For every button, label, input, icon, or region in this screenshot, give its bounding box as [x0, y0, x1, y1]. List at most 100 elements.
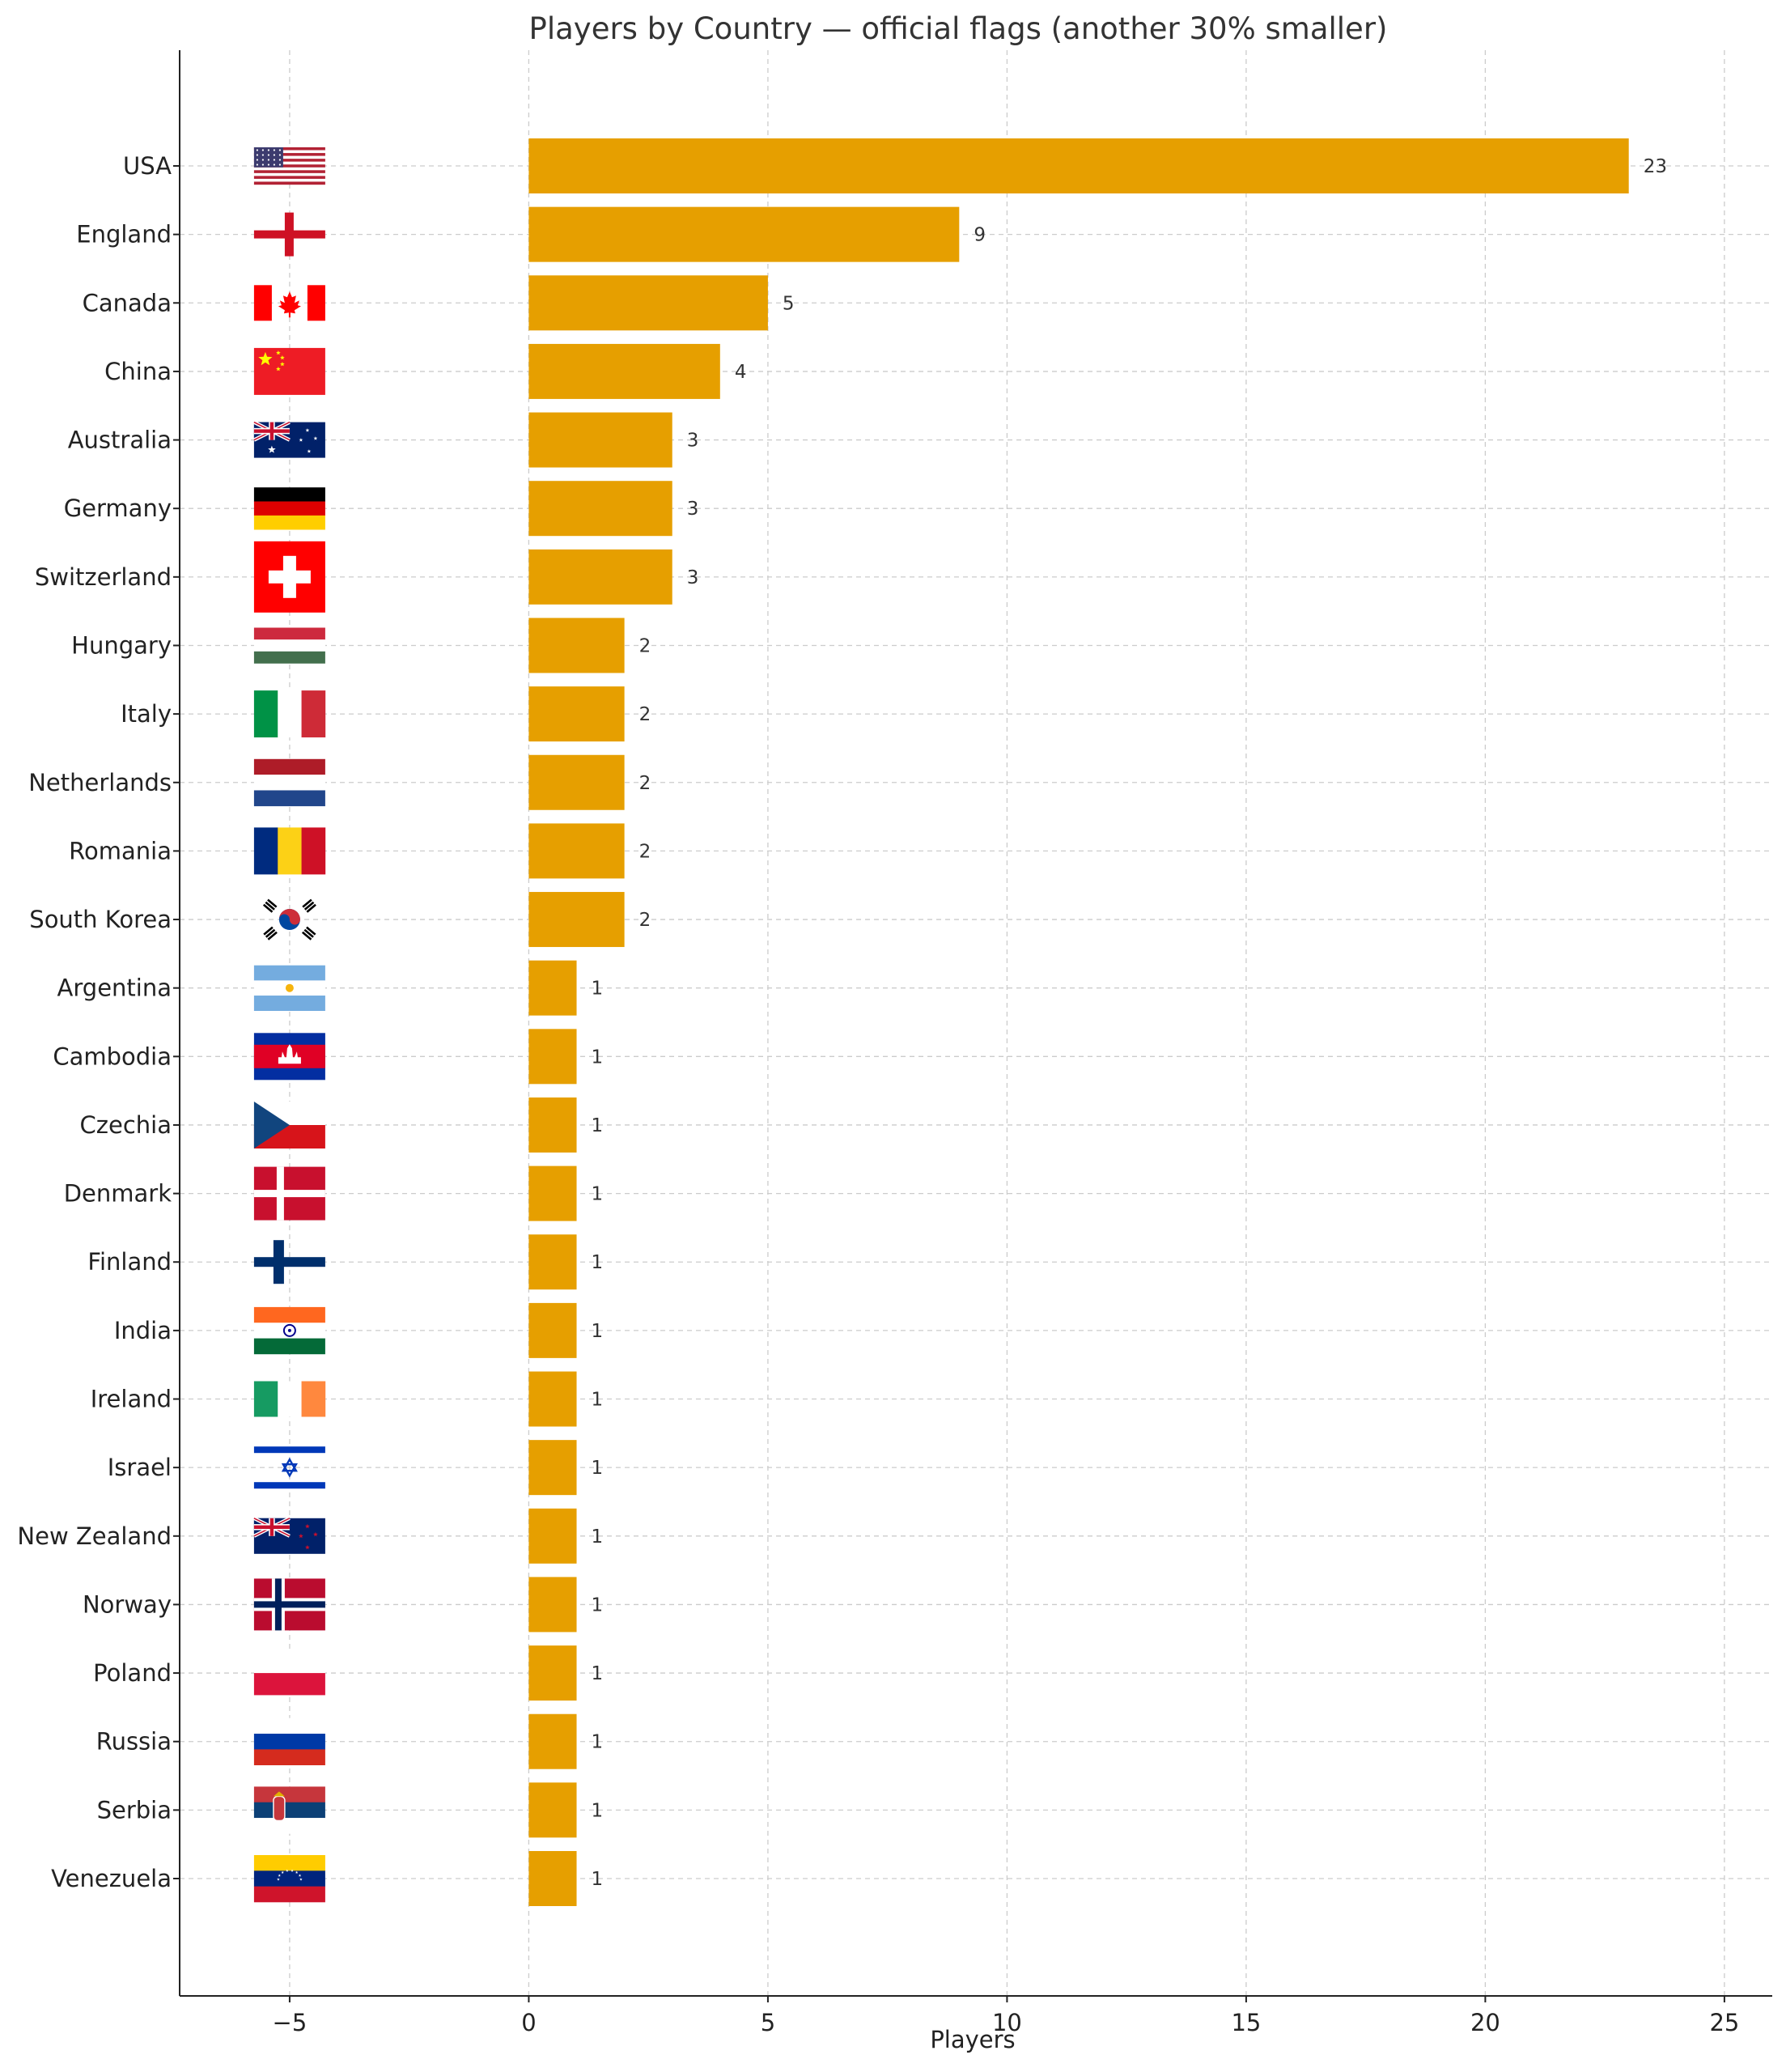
- y-tick-label: Germany: [64, 495, 172, 522]
- y-tick-label: Finland: [87, 1248, 172, 1276]
- bar-cambodia: [528, 1029, 577, 1085]
- y-tick-label: Czechia: [80, 1111, 172, 1139]
- value-label-south-korea: 2: [639, 910, 651, 931]
- y-tick-label: Serbia: [97, 1796, 172, 1824]
- y-tick-label: Switzerland: [35, 563, 172, 591]
- italy-flag-icon: [253, 690, 326, 738]
- y-tick-label: England: [76, 221, 172, 248]
- value-label-netherlands: 2: [639, 773, 651, 794]
- ireland-flag-icon: [253, 1381, 326, 1417]
- axes: −5 0 5 10 15 20 25USAEnglandCanadaChinaAustral…: [17, 50, 1772, 2036]
- bar-india: [528, 1302, 577, 1358]
- bar-canada: [528, 275, 768, 331]
- india-flag-icon: [253, 1306, 325, 1355]
- bar-denmark: [528, 1166, 577, 1221]
- value-label-russia: 1: [592, 1732, 604, 1753]
- y-tick-label: China: [104, 358, 172, 385]
- y-tick-label: Poland: [93, 1659, 172, 1687]
- value-label-romania: 2: [639, 841, 651, 862]
- bar-england: [528, 206, 960, 262]
- bar-poland: [528, 1645, 577, 1701]
- x-tick-label: 15: [1231, 2009, 1261, 2036]
- germany-flag-icon: [253, 487, 325, 530]
- bar-venezuela: [528, 1851, 577, 1906]
- bars: [528, 138, 1629, 1906]
- y-tick-label: Netherlands: [28, 769, 172, 796]
- bar-serbia: [528, 1782, 577, 1838]
- value-label-israel: 1: [592, 1458, 604, 1479]
- y-tick-label: USA: [123, 152, 172, 180]
- finland-flag-icon: [253, 1240, 325, 1284]
- value-label-italy: 2: [639, 704, 651, 725]
- canada-flag-icon: [253, 285, 325, 321]
- y-tick-label: Hungary: [71, 631, 172, 659]
- value-labels: 23 9 5 4 3 3 3 2 2 2 2 2 1 1 1 1 1 1 1 1 1 1 1 1 1 1: [592, 156, 1667, 1890]
- value-label-china: 4: [735, 362, 747, 383]
- us-flag-icon: [253, 147, 325, 185]
- hungary-flag-icon: [253, 627, 325, 664]
- value-label-poland: 1: [592, 1663, 604, 1684]
- switzerland-flag-icon: [253, 541, 325, 613]
- value-label-germany: 3: [687, 499, 699, 520]
- denmark-flag-icon: [253, 1166, 325, 1221]
- bar-new-zealand: [528, 1508, 577, 1564]
- y-tick-label: New Zealand: [17, 1522, 172, 1550]
- x-tick-label: 10: [992, 2009, 1022, 2036]
- bar-netherlands: [528, 754, 625, 810]
- value-label-serbia: 1: [592, 1800, 604, 1821]
- value-label-canada: 5: [783, 293, 795, 314]
- cambodia-flag-icon: [253, 1033, 325, 1081]
- russia-flag-icon: [253, 1717, 325, 1765]
- x-tick-label: 0: [521, 2009, 536, 2036]
- value-label-india: 1: [592, 1321, 604, 1342]
- y-tick-label: Venezuela: [51, 1865, 172, 1892]
- x-tick-label: 25: [1709, 2009, 1739, 2036]
- czechia-flag-icon: [253, 1102, 325, 1149]
- x-axis-label: Players: [930, 2026, 1015, 2053]
- venezuela-flag-icon: [253, 1855, 325, 1903]
- bar-switzerland: [528, 549, 672, 605]
- y-tick-label: Russia: [96, 1728, 172, 1756]
- bar-israel: [528, 1440, 577, 1496]
- value-label-usa: 23: [1644, 156, 1667, 177]
- y-tick-label: Argentina: [57, 974, 172, 1002]
- norway-flag-icon: [253, 1578, 325, 1631]
- bar-germany: [528, 481, 672, 537]
- flag-markers: [252, 147, 326, 1903]
- bar-finland: [528, 1234, 577, 1290]
- bar-romania: [528, 823, 625, 879]
- england-flag-icon: [253, 212, 325, 257]
- bar-italy: [528, 686, 625, 742]
- value-label-czechia: 1: [592, 1115, 604, 1136]
- y-tick-label: South Korea: [29, 906, 172, 933]
- argentina-flag-icon: [253, 965, 325, 1011]
- value-label-england: 9: [974, 225, 986, 246]
- bar-argentina: [528, 960, 577, 1016]
- value-label-hungary: 2: [639, 635, 651, 656]
- bar-china: [528, 343, 720, 399]
- y-tick-label: Ireland: [91, 1386, 172, 1413]
- serbia-flag-icon: [253, 1786, 325, 1834]
- y-tick-label: Romania: [69, 837, 172, 864]
- value-label-denmark: 1: [592, 1184, 604, 1205]
- bar-ireland: [528, 1371, 577, 1427]
- value-label-venezuela: 1: [592, 1869, 604, 1890]
- bar-usa: [528, 138, 1629, 193]
- value-label-norway: 1: [592, 1594, 604, 1616]
- y-tick-label: Cambodia: [53, 1042, 172, 1070]
- poland-flag-icon: [253, 1651, 325, 1696]
- value-label-ireland: 1: [592, 1390, 604, 1411]
- value-label-finland: 1: [592, 1252, 604, 1273]
- bar-australia: [528, 412, 672, 468]
- y-tick-label: Canada: [83, 289, 172, 316]
- australia-flag-icon: [252, 420, 325, 458]
- y-tick-label: Italy: [121, 700, 172, 728]
- value-label-cambodia: 1: [592, 1047, 604, 1068]
- netherlands-flag-icon: [253, 758, 325, 807]
- y-tick-label: Australia: [68, 427, 172, 454]
- y-tick-label: Denmark: [64, 1180, 172, 1208]
- bar-south-korea: [528, 892, 625, 948]
- value-label-argentina: 1: [592, 979, 604, 1000]
- y-tick-label: India: [114, 1317, 172, 1344]
